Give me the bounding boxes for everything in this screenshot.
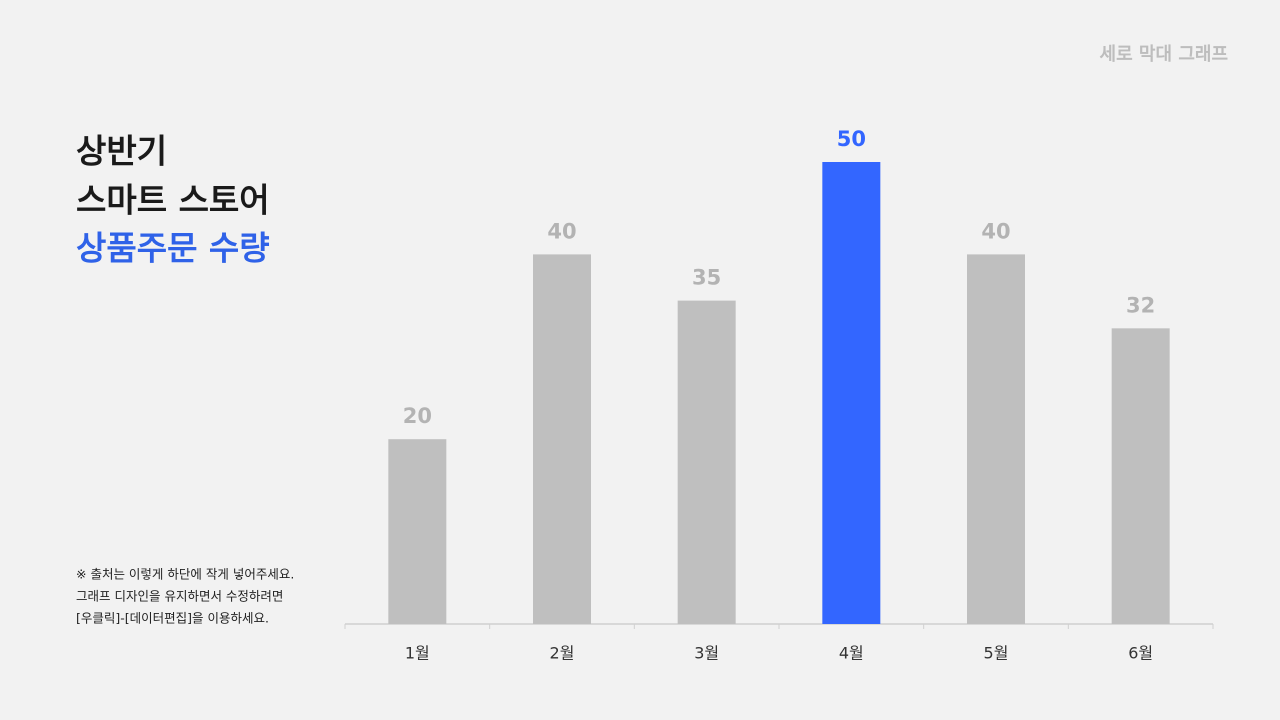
note-line: [우클릭]-[데이터편집]을 이용하세요. <box>76 611 269 626</box>
x-tick-label: 4월 <box>839 644 864 663</box>
slide-label: 세로 막대 그래프 <box>1100 44 1228 65</box>
bar <box>967 254 1025 624</box>
x-tick-label: 6월 <box>1128 644 1153 663</box>
bar <box>822 162 881 624</box>
bar <box>388 439 447 624</box>
value-label: 20 <box>403 404 432 428</box>
note-line: ※ 출처는 이렇게 하단에 작게 넣어주세요. <box>76 567 294 582</box>
note-line: 그래프 디자인을 유지하면서 수정하려면 <box>76 589 283 604</box>
bar <box>533 254 591 624</box>
title-line: 스마트 스토어 <box>76 181 270 220</box>
x-tick-label: 3월 <box>694 644 719 663</box>
x-tick-label: 2월 <box>550 644 575 663</box>
value-label: 40 <box>981 219 1010 243</box>
bar <box>1111 328 1170 624</box>
value-label: 40 <box>547 219 576 243</box>
x-tick-label: 1월 <box>405 644 430 663</box>
value-label: 50 <box>837 127 866 151</box>
value-label: 32 <box>1126 293 1155 317</box>
value-label: 35 <box>692 266 721 290</box>
bar <box>677 300 736 624</box>
title-line: 상반기 <box>76 132 167 171</box>
title-line: 상품주문 수량 <box>76 229 270 268</box>
x-tick-label: 5월 <box>984 644 1009 663</box>
